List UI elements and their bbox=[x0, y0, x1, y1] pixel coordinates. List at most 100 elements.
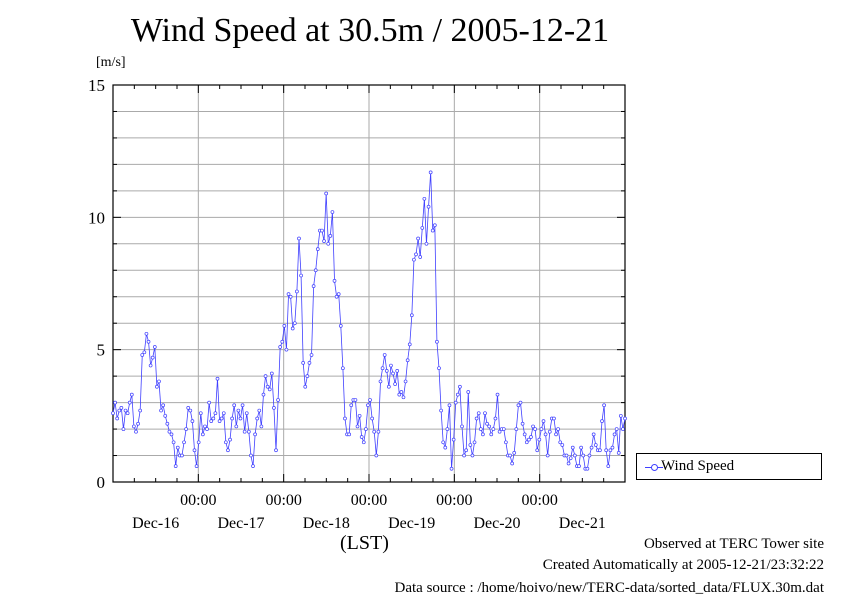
x-tick-label: 00:00 bbox=[436, 492, 472, 509]
data-point bbox=[606, 464, 611, 468]
data-point bbox=[123, 408, 128, 413]
data-point bbox=[207, 400, 211, 405]
data-point bbox=[501, 427, 506, 431]
data-point bbox=[157, 379, 161, 384]
data-point bbox=[600, 419, 604, 423]
data-point bbox=[155, 384, 159, 389]
data-point bbox=[249, 453, 253, 458]
data-point bbox=[409, 313, 414, 318]
data-point bbox=[148, 363, 153, 368]
data-point bbox=[234, 424, 239, 429]
data-point bbox=[393, 382, 397, 386]
data-point bbox=[326, 241, 331, 246]
data-point bbox=[111, 411, 115, 416]
data-point bbox=[556, 427, 560, 431]
data-point bbox=[460, 424, 464, 429]
data-point bbox=[361, 440, 366, 445]
data-point bbox=[568, 456, 573, 461]
data-point bbox=[257, 408, 262, 413]
data-point bbox=[272, 406, 276, 410]
x-tick-label: 00:00 bbox=[180, 492, 216, 509]
data-point bbox=[445, 427, 450, 431]
data-point bbox=[616, 451, 621, 455]
data-point bbox=[449, 466, 454, 471]
data-point bbox=[251, 464, 255, 468]
data-point bbox=[255, 416, 260, 421]
data-point bbox=[209, 419, 214, 423]
data-point bbox=[514, 427, 519, 431]
data-point bbox=[458, 384, 462, 389]
data-point bbox=[432, 223, 437, 228]
data-point bbox=[242, 429, 247, 434]
data-point bbox=[535, 448, 540, 453]
data-point bbox=[334, 294, 339, 299]
data-point bbox=[113, 400, 117, 405]
data-point bbox=[201, 432, 205, 437]
data-point bbox=[330, 210, 335, 214]
data-point bbox=[387, 384, 391, 389]
data-point bbox=[564, 453, 569, 458]
data-point bbox=[537, 437, 542, 442]
data-point bbox=[301, 361, 306, 365]
data-point bbox=[412, 257, 416, 262]
data-point bbox=[232, 403, 237, 408]
x-day-label: Dec-17 bbox=[217, 515, 264, 532]
data-point bbox=[405, 358, 410, 363]
data-point bbox=[328, 234, 333, 238]
legend-label-wind-speed: Wind Speed bbox=[661, 458, 735, 474]
data-point bbox=[286, 292, 291, 296]
data-point bbox=[152, 345, 157, 349]
data-point bbox=[510, 461, 515, 466]
data-point bbox=[190, 419, 195, 423]
data-point bbox=[581, 453, 586, 458]
data-point bbox=[399, 390, 404, 394]
data-point bbox=[453, 400, 458, 405]
data-point bbox=[618, 413, 623, 418]
data-point bbox=[246, 429, 251, 434]
data-point bbox=[476, 411, 481, 416]
data-point bbox=[424, 241, 429, 246]
data-point bbox=[493, 416, 498, 421]
data-point bbox=[541, 419, 546, 423]
data-point bbox=[543, 432, 548, 437]
data-point bbox=[221, 411, 226, 416]
data-point bbox=[376, 429, 381, 434]
data-point bbox=[416, 236, 420, 241]
data-point bbox=[219, 416, 224, 421]
data-point bbox=[437, 366, 441, 371]
data-point bbox=[305, 374, 310, 378]
data-point bbox=[292, 321, 297, 326]
data-point bbox=[165, 421, 170, 426]
data-point bbox=[470, 453, 475, 458]
data-point bbox=[332, 279, 337, 283]
data-point bbox=[238, 416, 243, 421]
data-point bbox=[545, 453, 550, 458]
data-point bbox=[587, 453, 592, 458]
x-day-label: Dec-19 bbox=[388, 515, 435, 532]
data-point bbox=[224, 440, 228, 445]
data-point bbox=[621, 427, 625, 431]
data-point bbox=[173, 464, 178, 468]
footer-source: Data source : /home/hoivo/new/TERC-data/… bbox=[394, 580, 825, 596]
data-point bbox=[380, 366, 385, 371]
data-point bbox=[150, 355, 155, 360]
y-axis-unit: [m/s] bbox=[96, 55, 126, 70]
data-point bbox=[389, 363, 393, 368]
data-point bbox=[278, 345, 283, 349]
data-point bbox=[560, 443, 565, 447]
data-point bbox=[119, 406, 124, 410]
data-point bbox=[244, 411, 249, 416]
data-point bbox=[443, 445, 448, 450]
data-point bbox=[447, 403, 452, 408]
x-tick-label: 00:00 bbox=[351, 492, 387, 509]
data-point bbox=[146, 339, 151, 344]
data-point bbox=[422, 196, 427, 201]
data-point bbox=[602, 403, 606, 408]
data-point bbox=[378, 379, 383, 384]
data-point bbox=[194, 464, 199, 468]
data-point bbox=[261, 392, 266, 397]
data-point bbox=[508, 453, 512, 458]
data-point bbox=[180, 453, 184, 458]
data-point bbox=[418, 255, 423, 259]
